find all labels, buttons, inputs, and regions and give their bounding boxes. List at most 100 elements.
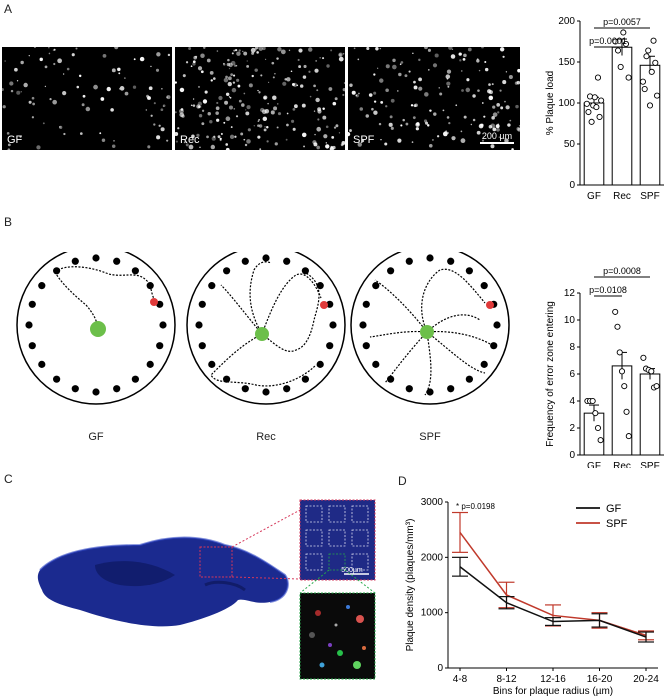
y-tick-label: 0: [569, 450, 575, 461]
plaque-dot: [496, 103, 501, 107]
plaque-dot: [197, 85, 201, 88]
plaque-dot: [361, 139, 365, 143]
plaque-dot: [124, 77, 126, 79]
plaque-dot: [228, 96, 231, 98]
plaque-dot: [52, 49, 55, 51]
data-point: [597, 437, 604, 444]
significance-annotation: * p=0.0198: [456, 502, 495, 511]
plaque-dot: [258, 119, 260, 121]
plaque-dot: [301, 132, 307, 138]
plaque-dot: [499, 89, 502, 92]
plaque-dot: [373, 110, 378, 115]
plaque-dot: [424, 47, 428, 50]
maze-hole: [262, 254, 270, 262]
x-tick-label: 12-16: [540, 674, 566, 685]
plaque-dot: [44, 85, 47, 88]
plaque-dot: [342, 93, 345, 97]
plaque-dot: [273, 106, 278, 111]
plaque-dot: [258, 124, 263, 128]
plaque-dot: [343, 82, 345, 84]
maze-hole: [92, 254, 100, 262]
plaque-dot: [257, 135, 261, 139]
plaque-dot: [204, 90, 208, 94]
plaque-dot: [185, 61, 189, 64]
plaque-dot: [373, 100, 377, 103]
plaque-dot: [514, 81, 519, 85]
plaque-dot: [491, 116, 495, 120]
plaque-dot: [132, 85, 137, 89]
plaque-dot: [260, 74, 263, 77]
confocal-inset: [299, 592, 376, 680]
maze-hole: [113, 385, 121, 393]
plaque-dot: [425, 121, 429, 125]
plaque-dot: [248, 83, 253, 88]
maze-hole: [159, 321, 167, 329]
plaque-dot: [66, 67, 70, 71]
plaque-dot: [412, 116, 416, 120]
plaque-dot: [100, 97, 105, 101]
data-point: [625, 74, 632, 81]
plaque-dot: [241, 103, 245, 107]
plaque-dot: [175, 132, 179, 136]
plaque-dot: [488, 95, 494, 101]
plaque-dot: [349, 83, 353, 87]
plaque-dot: [57, 58, 63, 64]
plaque-dot: [432, 63, 438, 68]
plaque-dot: [161, 88, 163, 90]
plaque-dot: [160, 108, 164, 112]
y-tick-label: 6: [569, 369, 575, 380]
y-axis-label: Plaque density (plaques/mm³): [405, 519, 416, 652]
data-point: [612, 308, 619, 315]
maze-hole: [195, 321, 203, 329]
plaque-dot: [277, 47, 282, 52]
plaque-dot: [59, 126, 61, 128]
data-point: [594, 424, 602, 432]
micrograph-label-spf: SPF: [353, 134, 375, 146]
plaque-dot: [124, 91, 129, 96]
y-tick-label: 4: [569, 396, 575, 407]
plaque-dot: [266, 125, 269, 129]
plaque-dot: [101, 138, 106, 142]
maze-hole: [283, 257, 291, 265]
plaque-dot: [404, 74, 408, 78]
plaque-dot: [235, 115, 239, 118]
plaque-dot: [23, 82, 28, 88]
plaque-dot: [156, 52, 161, 57]
plaque-dot: [315, 60, 318, 62]
plaque-dot: [210, 144, 216, 150]
plaque-dot: [228, 105, 234, 110]
plaque-dot: [397, 138, 402, 143]
plaque-dot: [256, 51, 259, 54]
plaque-dot: [33, 47, 36, 49]
plaque-dot: [233, 49, 236, 52]
plaque-dot: [285, 138, 288, 141]
plaque-dot: [190, 65, 193, 68]
plaque-dot: [264, 108, 270, 114]
plaque-dot: [76, 85, 80, 89]
maze-spf: [350, 252, 510, 405]
maze-hole: [447, 257, 455, 265]
micrograph-gf: GF: [2, 47, 172, 150]
plaque-dot: [325, 125, 329, 129]
plaque-dot: [99, 132, 102, 135]
plaque-dot: [262, 47, 266, 51]
plaque-dot: [160, 127, 165, 132]
plaque-dot: [147, 145, 151, 149]
data-point: [620, 29, 627, 36]
plaque-dot: [368, 93, 373, 97]
plaque-dot: [388, 122, 393, 127]
x-tick-label: GF: [587, 461, 601, 468]
plaque-dot: [201, 122, 205, 126]
maze-hole: [146, 282, 154, 290]
maze-hole: [301, 267, 309, 275]
data-point: [612, 38, 619, 45]
zoomed-region-grid: [299, 499, 376, 581]
plaque-dot: [62, 73, 65, 75]
plaque-dot: [228, 67, 231, 70]
plaque-dot: [331, 135, 335, 139]
plaque-dot: [210, 79, 213, 82]
plaque-dot: [179, 108, 184, 114]
maze-hole: [387, 267, 395, 275]
plaque-dot: [460, 138, 466, 144]
plaque-dot: [16, 80, 19, 82]
